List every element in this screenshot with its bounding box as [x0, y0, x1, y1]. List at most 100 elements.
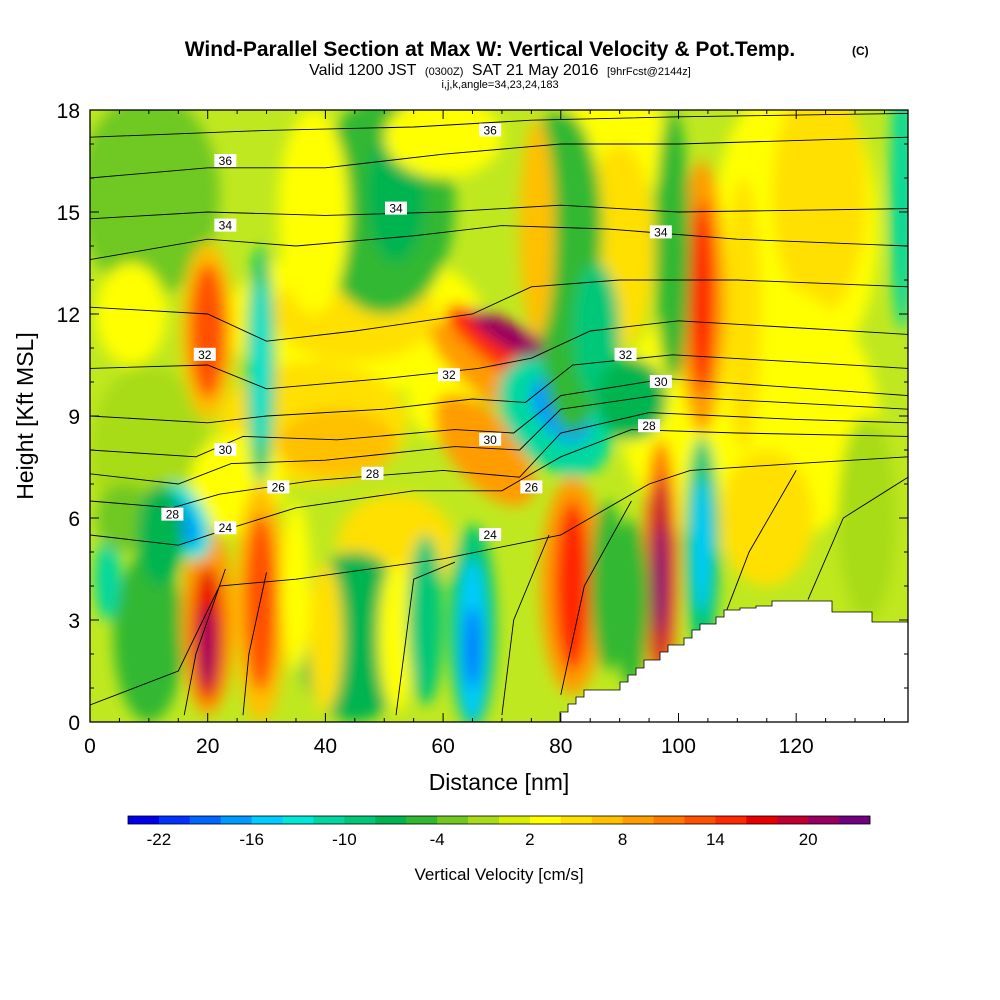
colorbar-swatch: [282, 816, 314, 824]
colorbar-label: -22: [147, 830, 172, 849]
contour-label-text: 24: [483, 528, 497, 542]
contour-label-bg: [214, 521, 237, 535]
title-copyright-mark: (C): [852, 44, 869, 58]
velocity-cell: [725, 178, 761, 450]
contour-label-text: 34: [389, 202, 403, 216]
velocity-cell: [137, 484, 185, 586]
colorbar-swatch: [808, 816, 840, 824]
subtitle-forecast: [9hrFcst@2144z]: [607, 66, 691, 78]
contour-label-text: 30: [219, 443, 233, 457]
contour-label: 32: [193, 347, 216, 362]
contour-label: 30: [479, 432, 502, 447]
colorbar-swatch: [468, 816, 500, 824]
colorbar-swatch: [313, 816, 345, 824]
contour-label-bg: [479, 528, 502, 541]
colorbar-swatch: [251, 816, 283, 824]
isentrope-line: [90, 395, 908, 485]
isentrope-line: [807, 476, 908, 600]
isentrope-line: [90, 204, 908, 220]
velocity-cell: [654, 110, 691, 382]
colorbar-label: -16: [239, 830, 264, 849]
contour-label-text: 24: [219, 521, 233, 535]
x-tick-label: 40: [314, 735, 337, 758]
contour-label-text: 36: [483, 123, 497, 137]
contour-label: 32: [614, 347, 637, 362]
contour-label: 34: [385, 201, 408, 216]
colorbar-swatch: [715, 816, 747, 824]
chart-title: Wind-Parallel Section at Max W: Vertical…: [185, 38, 796, 61]
velocity-cell: [890, 110, 908, 331]
velocity-cell: [278, 110, 349, 314]
colorbar-swatch: [529, 816, 562, 824]
isentrope-line: [90, 112, 908, 138]
contour-labels: 36 36 34 34 34 32 32 32 30 30 30 28 28 28 26 26 24 24: [161, 123, 672, 542]
contour-label-bg: [638, 419, 661, 433]
velocity-cell: [94, 538, 121, 620]
colorbar-swatch: [777, 816, 809, 824]
colorbar-label: 8: [618, 830, 627, 849]
contour-label-text: 34: [219, 219, 233, 233]
contour-label-text: 28: [166, 508, 180, 522]
isentrope-line: [90, 456, 908, 706]
velocity-cell: [554, 501, 591, 671]
contour-label-bg: [479, 123, 502, 137]
colorbar-label: 20: [799, 830, 818, 849]
colorbar-swatch: [653, 816, 685, 824]
velocity-cell: [465, 606, 480, 688]
velocity-cell: [655, 524, 667, 634]
velocity-cell: [378, 562, 414, 712]
y-tick-label: 18: [57, 100, 80, 123]
velocity-cell: [434, 393, 535, 507]
potential-temperature-contours: [90, 112, 908, 716]
contour-label-bg: [614, 347, 637, 361]
contour-label: 24: [214, 521, 237, 535]
y-tick-label: 15: [57, 202, 80, 225]
contour-label-bg: [214, 154, 237, 167]
contour-label-text: 30: [483, 433, 497, 447]
x-axis: 0 20 40 60 80 100 120: [84, 110, 885, 758]
contour-label-text: 26: [525, 480, 539, 494]
colorbar-swatch: [684, 816, 716, 824]
x-axis-title: Distance [nm]: [429, 769, 570, 795]
colorbar: -22 -16 -10 -4 2 8 14 20: [127, 815, 871, 849]
contour-label-text: 28: [366, 467, 380, 481]
contour-label: 36: [214, 154, 237, 168]
isentrope-line: [90, 320, 908, 390]
isentrope-line: [90, 136, 908, 179]
velocity-cell: [772, 110, 867, 314]
isentrope-line: [90, 354, 908, 424]
contour-label: 24: [479, 528, 502, 542]
colorbar-label: -10: [332, 830, 357, 849]
isentrope-line: [90, 225, 908, 261]
contour-label: 32: [437, 368, 460, 382]
velocity-cell: [90, 110, 220, 297]
velocity-cell: [244, 514, 278, 692]
isentrope-line: [242, 572, 267, 716]
contour-label: 28: [361, 466, 384, 481]
subtitle-utc: (0300Z): [425, 66, 464, 78]
contour-label: 30: [649, 375, 672, 389]
colorbar-swatch: [437, 816, 469, 824]
isentrope-line: [90, 279, 908, 342]
isentrope-line: [90, 412, 908, 509]
x-tick-label: 20: [196, 735, 219, 758]
colorbar-swatch: [128, 816, 160, 824]
colorbar-swatch: [375, 816, 407, 824]
velocity-cell: [200, 606, 216, 688]
velocity-field: [90, 110, 908, 722]
colorbar-label: -4: [430, 830, 445, 849]
contour-label-text: 30: [654, 375, 668, 389]
contour-label-text: 26: [272, 480, 286, 494]
contour-label-text: 32: [198, 348, 212, 362]
contour-label: 34: [214, 218, 237, 233]
velocity-cell: [572, 263, 620, 399]
velocity-cell: [253, 280, 269, 450]
colorbar-swatch: [622, 816, 654, 824]
colorbar-swatch: [591, 816, 623, 824]
chart-subtitle: Valid 1200 JST (0300Z) SAT 21 May 2016 […: [309, 62, 691, 79]
contour-label-bg: [385, 201, 408, 215]
velocity-cell: [837, 416, 897, 620]
x-tick-label: 80: [549, 735, 572, 758]
contour-label: 34: [649, 225, 672, 239]
